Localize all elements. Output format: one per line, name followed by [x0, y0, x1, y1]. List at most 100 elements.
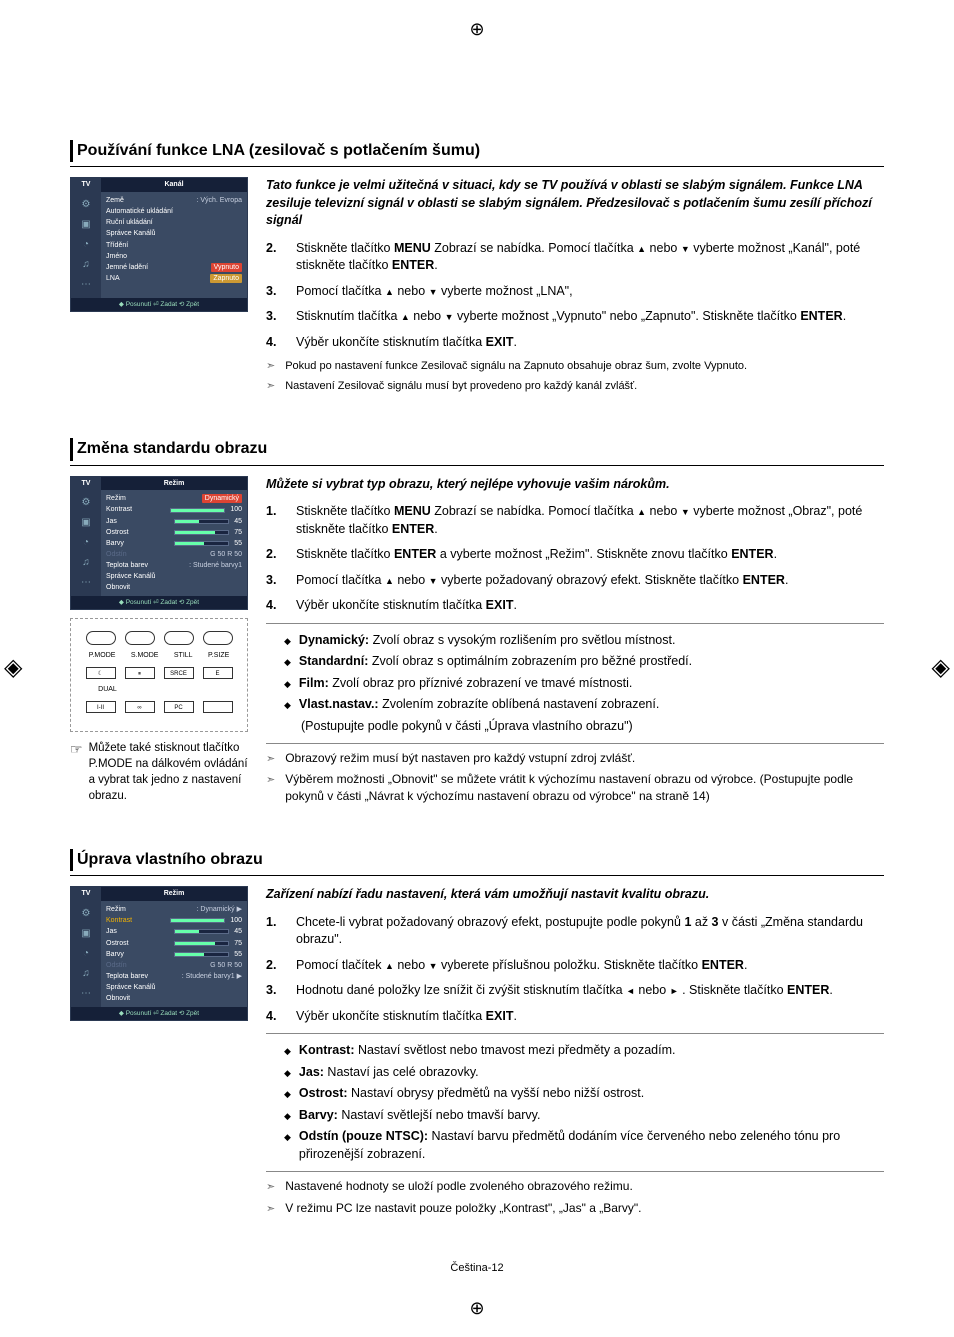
- section-rule: [70, 875, 884, 876]
- page-number: Čeština-12: [70, 1261, 884, 1276]
- arrow-text: Obrazový režim musí být nastaven pro kaž…: [285, 750, 884, 767]
- osd-footer: ◆ Posunutí ⏎ Zadat ⟲ Zpět: [71, 298, 247, 311]
- diamond-icon: [284, 653, 291, 671]
- note-text: Odstín (pouze NTSC): Nastaví barvu předm…: [299, 1128, 884, 1163]
- osd-tv-label: TV: [71, 178, 101, 192]
- remote-button: SRCE: [164, 667, 194, 679]
- section-title: Používání funkce LNA (zesilovač s potlač…: [70, 140, 884, 162]
- arrow-icon: [266, 771, 275, 805]
- step-number: 1.: [266, 503, 284, 538]
- notes-block: Kontrast: Nastaví světlost nebo tmavost …: [266, 1033, 884, 1172]
- registration-mark-bottom: ⊕: [468, 1299, 486, 1317]
- osd-tv-label: TV: [71, 477, 101, 491]
- step-text: Stiskněte tlačítko MENU Zobrazí se nabíd…: [296, 503, 884, 538]
- step-text: Pomocí tlačítka nebo vyberte požadovaný …: [296, 572, 884, 590]
- arrow-notes: Nastavené hodnoty se uloží podle zvolené…: [266, 1178, 884, 1217]
- step-text: Hodnotu dané položky lze snížit či zvýši…: [296, 982, 884, 1000]
- remote-button: [203, 631, 233, 645]
- remote-label: DUAL: [98, 685, 117, 695]
- section-uprava-obrazu: Úprava vlastního obrazu TV Režim ⚙▣◔♫⋯ R…: [70, 849, 884, 1221]
- step-number: 3.: [266, 982, 284, 1000]
- arrow-icon: [266, 750, 275, 767]
- step-text: Výběr ukončíte stisknutím tlačítka EXIT.: [296, 1008, 884, 1026]
- note-text: (Postupujte podle pokynů v části „Úprava…: [301, 718, 884, 736]
- diamond-icon: [284, 1042, 291, 1060]
- section-intro: Zařízení nabízí řadu nastavení, která vá…: [266, 886, 884, 904]
- osd-title: Režim: [101, 887, 247, 901]
- arrow-text: Pokud po nastavení funkce Zesilovač sign…: [285, 359, 884, 374]
- step-text: Stisknutím tlačítka nebo vyberte možnost…: [296, 308, 884, 326]
- remote-label: P.MODE: [89, 651, 116, 661]
- notes-block: Dynamický: Zvolí obraz s vysokým rozliše…: [266, 623, 884, 745]
- osd-side-icons: ⚙▣◔♫⋯: [71, 901, 101, 1007]
- arrow-text: Nastavené hodnoty se uloží podle zvolené…: [285, 1178, 884, 1195]
- step-list: 2.Stiskněte tlačítko MENU Zobrazí se nab…: [266, 240, 884, 352]
- step-number: 2.: [266, 957, 284, 975]
- osd-footer: ◆ Posunutí ⏎ Zadat ⟲ Zpět: [71, 596, 247, 609]
- step-list: 1.Chcete-li vybrat požadovaný obrazový e…: [266, 914, 884, 1026]
- remote-button: I-II: [86, 701, 116, 713]
- diamond-icon: [284, 1128, 291, 1163]
- remote-diagram: P.MODE S.MODE STILL P.SIZE ☾ ⏸ SRCE E DU…: [70, 618, 248, 732]
- diamond-icon: [284, 696, 291, 714]
- arrow-text: V režimu PC lze nastavit pouze položky „…: [285, 1200, 884, 1217]
- remote-caption: Můžete také stisknout tlačítko P.MODE na…: [70, 740, 248, 804]
- side-arrow-left: ◈: [4, 652, 22, 686]
- step-text: Výběr ukončíte stisknutím tlačítka EXIT.: [296, 334, 884, 352]
- step-text: Chcete-li vybrat požadovaný obrazový efe…: [296, 914, 884, 949]
- diamond-icon: [284, 632, 291, 650]
- arrow-icon: [266, 379, 275, 394]
- remote-button: ☾: [86, 667, 116, 679]
- osd-tv-label: TV: [71, 887, 101, 901]
- step-text: Pomocí tlačítka nebo vyberte možnost „LN…: [296, 283, 884, 301]
- osd-rezim: TV Režim ⚙▣◔♫⋯ RežimDynamickýKontrast100…: [70, 476, 248, 611]
- osd-rows: Země: Vých. EvropaAutomatické ukládáníRu…: [101, 192, 247, 298]
- remote-button: PC: [164, 701, 194, 713]
- osd-rezim-2: TV Režim ⚙▣◔♫⋯ Režim: Dynamický ▶Kontras…: [70, 886, 248, 1021]
- note-text: Film: Zvolí obraz pro příznivé zobrazení…: [299, 675, 884, 693]
- section-lna: Používání funkce LNA (zesilovač s potlač…: [70, 140, 884, 398]
- side-arrow-right: ◈: [932, 652, 950, 686]
- arrow-text: Nastavení Zesilovač signálu musí byt pro…: [285, 379, 884, 394]
- remote-button: [86, 631, 116, 645]
- step-number: 2.: [266, 546, 284, 564]
- remote-button: [203, 701, 233, 713]
- step-text: Stiskněte tlačítko ENTER a vyberte možno…: [296, 546, 884, 564]
- remote-label: STILL: [174, 651, 193, 661]
- section-intro: Tato funkce je velmi užitečná v situaci,…: [266, 177, 884, 230]
- registration-mark-top: ⊕: [468, 20, 486, 38]
- section-rule: [70, 465, 884, 466]
- arrow-text: Výběrem možnosti „Obnovit" se můžete vrá…: [285, 771, 884, 805]
- arrow-notes: Obrazový režim musí být nastaven pro kaž…: [266, 750, 884, 805]
- note-text: Kontrast: Nastaví světlost nebo tmavost …: [299, 1042, 884, 1060]
- osd-title: Režim: [101, 477, 247, 491]
- section-title: Úprava vlastního obrazu: [70, 849, 884, 871]
- section-rule: [70, 166, 884, 167]
- osd-rows: RežimDynamickýKontrast100Jas45Ostrost75B…: [101, 490, 247, 596]
- section-intro: Můžete si vybrat typ obrazu, který nejlé…: [266, 476, 884, 494]
- osd-side-icons: ⚙▣◔♫⋯: [71, 192, 101, 298]
- step-number: 3.: [266, 572, 284, 590]
- osd-title: Kanál: [101, 178, 247, 192]
- section-zmena-standardu: Změna standardu obrazu TV Režim ⚙▣◔♫⋯ Re…: [70, 438, 884, 809]
- osd-side-icons: ⚙▣◔♫⋯: [71, 490, 101, 596]
- arrow-icon: [266, 1178, 275, 1195]
- note-text: Jas: Nastaví jas celé obrazovky.: [299, 1064, 884, 1082]
- step-text: Výběr ukončíte stisknutím tlačítka EXIT.: [296, 597, 884, 615]
- note-text: Vlast.nastav.: Zvolením zobrazíte oblíbe…: [299, 696, 884, 714]
- step-number: 4.: [266, 334, 284, 352]
- remote-label: P.SIZE: [208, 651, 229, 661]
- remote-button: [125, 631, 155, 645]
- osd-footer: ◆ Posunutí ⏎ Zadat ⟲ Zpět: [71, 1007, 247, 1020]
- osd-rows: Režim: Dynamický ▶Kontrast100Jas45Ostros…: [101, 901, 247, 1007]
- remote-button: ⏸: [125, 667, 155, 679]
- section-title: Změna standardu obrazu: [70, 438, 884, 460]
- step-number: 4.: [266, 597, 284, 615]
- diamond-icon: [284, 1064, 291, 1082]
- note-text: Barvy: Nastaví světlejší nebo tmavší bar…: [299, 1107, 884, 1125]
- diamond-icon: [284, 1085, 291, 1103]
- step-text: Stiskněte tlačítko MENU Zobrazí se nabíd…: [296, 240, 884, 275]
- note-text: Standardní: Zvolí obraz s optimálním zob…: [299, 653, 884, 671]
- diamond-icon: [284, 1107, 291, 1125]
- note-text: Ostrost: Nastaví obrysy předmětů na vyšš…: [299, 1085, 884, 1103]
